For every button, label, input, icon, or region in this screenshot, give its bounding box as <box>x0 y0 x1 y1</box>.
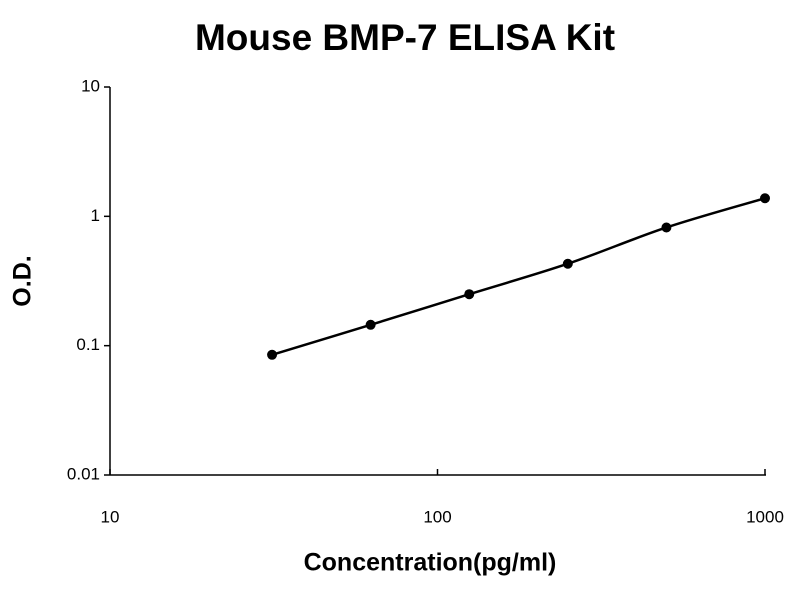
data-point <box>464 289 475 300</box>
chart-title: Mouse BMP-7 ELISA Kit <box>195 17 615 58</box>
data-point <box>661 222 672 233</box>
x-tick-label: 10 <box>101 507 120 526</box>
data-point <box>267 349 278 360</box>
fit-curve <box>271 197 766 356</box>
y-axis-label: O.D. <box>9 255 37 306</box>
y-tick-label: 0.01 <box>67 464 100 483</box>
x-axis-label: Concentration(pg/ml) <box>304 549 557 577</box>
x-tick-label: 1000 <box>746 507 784 526</box>
data-point <box>760 193 770 204</box>
data-point <box>562 258 573 269</box>
y-tick-label: 0.1 <box>76 335 100 354</box>
data-point <box>365 319 376 330</box>
y-tick-label: 1 <box>91 206 100 225</box>
y-tick-label: 10 <box>81 76 100 95</box>
x-tick-label: 100 <box>423 507 451 526</box>
